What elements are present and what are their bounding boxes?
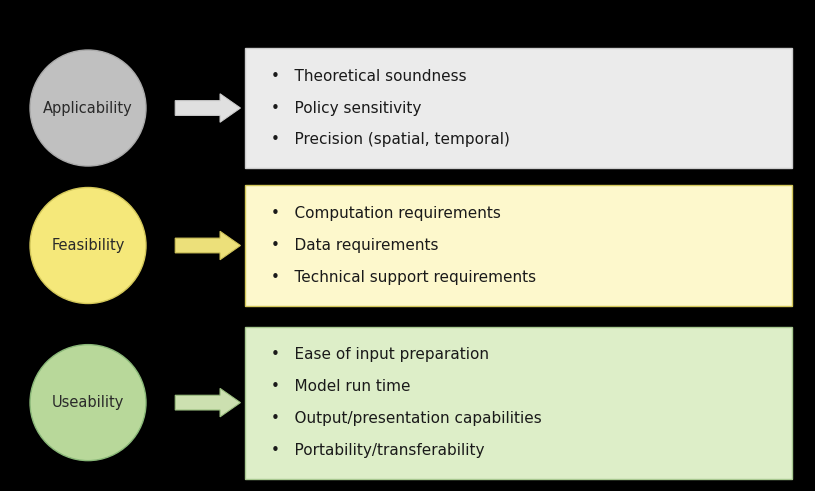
Ellipse shape — [30, 345, 146, 461]
Text: •   Precision (spatial, temporal): • Precision (spatial, temporal) — [271, 133, 509, 147]
Ellipse shape — [30, 50, 146, 166]
Text: •   Data requirements: • Data requirements — [271, 238, 438, 253]
Bar — [244, 327, 792, 479]
Text: •   Ease of input preparation: • Ease of input preparation — [271, 347, 488, 362]
Text: Feasibility: Feasibility — [51, 238, 125, 253]
Text: Useability: Useability — [52, 395, 124, 410]
FancyArrow shape — [175, 388, 240, 417]
FancyArrow shape — [175, 231, 240, 260]
Text: •   Theoretical soundness: • Theoretical soundness — [271, 69, 466, 83]
Text: •   Portability/transferability: • Portability/transferability — [271, 443, 484, 458]
Text: •   Output/presentation capabilities: • Output/presentation capabilities — [271, 411, 541, 426]
Text: Applicability: Applicability — [43, 101, 133, 115]
Bar — [244, 185, 792, 305]
Text: •   Technical support requirements: • Technical support requirements — [271, 270, 535, 285]
Ellipse shape — [30, 188, 146, 303]
Text: •   Policy sensitivity: • Policy sensitivity — [271, 101, 421, 115]
Text: •   Computation requirements: • Computation requirements — [271, 206, 500, 221]
Text: •   Model run time: • Model run time — [271, 379, 410, 394]
Bar — [244, 48, 792, 168]
FancyArrow shape — [175, 94, 240, 122]
